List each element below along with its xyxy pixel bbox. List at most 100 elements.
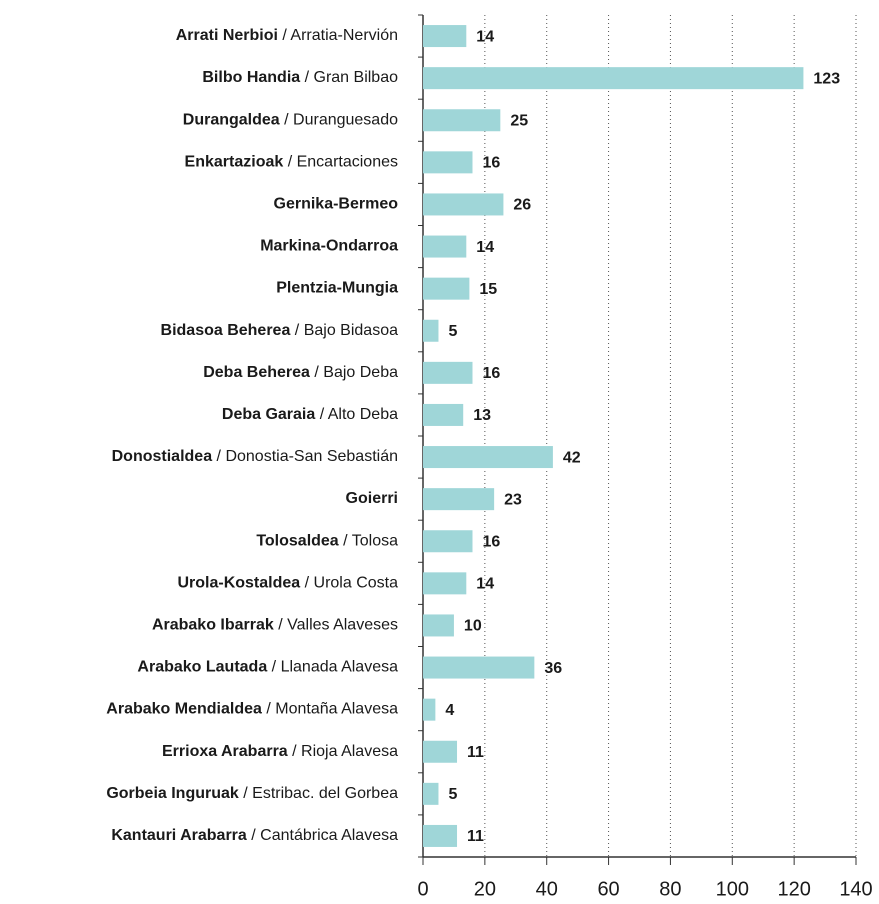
- value-label: 36: [544, 660, 562, 677]
- category-name: Gernika-Bermeo: [274, 196, 399, 213]
- category-translation: Duranguesado: [293, 111, 398, 128]
- category-name: Bidasoa Beherea: [161, 322, 291, 339]
- separator: /: [288, 743, 301, 760]
- value-label: 13: [473, 407, 491, 424]
- bar: [423, 403, 464, 426]
- category-label: Kantauri Arabarra / Cantábrica Alavesa: [111, 827, 398, 844]
- bar: [423, 782, 439, 805]
- category-translation: Arratia-Nervión: [290, 27, 398, 44]
- separator: /: [300, 69, 313, 86]
- category-label: Deba Garaia / Alto Deba: [222, 406, 398, 423]
- category-name: Bilbo Handia: [202, 69, 300, 86]
- category-name: Arrati Nerbioi: [176, 27, 278, 44]
- x-tick-label: 60: [597, 878, 619, 899]
- x-tick-label: 140: [839, 878, 872, 899]
- separator: /: [283, 154, 296, 171]
- category-label: Tolosaldea / Tolosa: [256, 532, 398, 549]
- category-name: Donostialdea: [112, 448, 213, 465]
- value-label: 10: [464, 618, 482, 635]
- category-label: Durangaldea / Duranguesado: [183, 111, 398, 128]
- bar: [423, 193, 504, 216]
- bar: [423, 235, 467, 258]
- separator: /: [339, 532, 352, 549]
- category-name: Durangaldea: [183, 111, 280, 128]
- category-translation: Valles Alaveses: [287, 617, 398, 634]
- value-label: 25: [510, 112, 528, 129]
- bar: [423, 740, 458, 763]
- value-label: 16: [482, 365, 500, 382]
- bar: [423, 277, 470, 300]
- bar: [423, 361, 473, 384]
- category-translation: Alto Deba: [328, 406, 398, 423]
- category-name: Deba Beherea: [203, 364, 310, 381]
- bar: [423, 67, 804, 90]
- category-translation: Bajo Bidasoa: [304, 322, 398, 339]
- x-tick-label: 40: [536, 878, 558, 899]
- category-translation: Cantábrica Alavesa: [260, 827, 398, 844]
- bar: [423, 572, 467, 595]
- value-label: 5: [448, 323, 457, 340]
- x-tick-label: 80: [659, 878, 681, 899]
- category-label: Donostialdea / Donostia-San Sebastián: [112, 448, 398, 465]
- bar: [423, 446, 553, 469]
- category-label: Deba Beherea / Bajo Deba: [203, 364, 398, 381]
- category-label: Arabako Lautada / Llanada Alavesa: [137, 659, 398, 676]
- category-translation: Gran Bilbao: [314, 69, 399, 86]
- category-translation: Llanada Alavesa: [281, 659, 399, 676]
- separator: /: [247, 827, 260, 844]
- category-label: Gorbeia Inguruak / Estribac. del Gorbea: [106, 785, 398, 802]
- value-label: 14: [476, 28, 494, 45]
- category-name: Tolosaldea: [256, 532, 338, 549]
- value-label: 42: [563, 449, 581, 466]
- value-label: 16: [482, 155, 500, 172]
- category-name: Kantauri Arabarra: [111, 827, 247, 844]
- bar: [423, 488, 495, 511]
- category-name: Goierri: [346, 490, 398, 507]
- category-label: Arrati Nerbioi / Arratia-Nervión: [176, 27, 398, 44]
- category-label: Bilbo Handia / Gran Bilbao: [202, 69, 398, 86]
- bar: [423, 824, 458, 847]
- bar: [423, 151, 473, 174]
- value-label: 5: [448, 786, 457, 803]
- category-translation: Tolosa: [352, 532, 398, 549]
- category-name: Plentzia-Mungia: [276, 280, 398, 297]
- value-label: 11: [467, 744, 484, 761]
- category-translation: Bajo Deba: [323, 364, 398, 381]
- category-label: Gernika-Bermeo: [274, 196, 399, 213]
- value-label: 23: [504, 491, 522, 508]
- category-label: Arabako Ibarrak / Valles Alaveses: [152, 617, 398, 634]
- value-label: 15: [479, 281, 497, 298]
- category-name: Arabako Ibarrak: [152, 617, 274, 634]
- category-label: Plentzia-Mungia: [276, 280, 398, 297]
- separator: /: [267, 659, 280, 676]
- category-translation: Urola Costa: [314, 575, 399, 592]
- category-label: Enkartazioak / Encartaciones: [185, 154, 398, 171]
- category-name: Gorbeia Inguruak: [106, 785, 239, 802]
- category-label: Errioxa Arabarra / Rioja Alavesa: [162, 743, 398, 760]
- category-name: Arabako Mendialdea: [106, 701, 262, 718]
- value-label: 14: [476, 239, 494, 256]
- separator: /: [310, 364, 323, 381]
- value-label: 14: [476, 576, 494, 593]
- category-name: Markina-Ondarroa: [260, 238, 398, 255]
- category-name: Enkartazioak: [185, 154, 284, 171]
- category-name: Arabako Lautada: [137, 659, 267, 676]
- category-label: Bidasoa Beherea / Bajo Bidasoa: [161, 322, 399, 339]
- x-tick-label: 100: [716, 878, 749, 899]
- separator: /: [274, 617, 287, 634]
- category-translation: Encartaciones: [297, 154, 398, 171]
- value-label: 16: [482, 533, 500, 550]
- bar: [423, 614, 454, 637]
- separator: /: [315, 406, 327, 423]
- category-name: Errioxa Arabarra: [162, 743, 288, 760]
- category-translation: Rioja Alavesa: [301, 743, 398, 760]
- separator: /: [278, 27, 290, 44]
- bar: [423, 109, 501, 132]
- separator: /: [280, 111, 293, 128]
- separator: /: [239, 785, 252, 802]
- value-label: 4: [445, 702, 454, 719]
- bar: [423, 698, 436, 721]
- category-label: Markina-Ondarroa: [260, 238, 398, 255]
- value-label: 11: [467, 828, 484, 845]
